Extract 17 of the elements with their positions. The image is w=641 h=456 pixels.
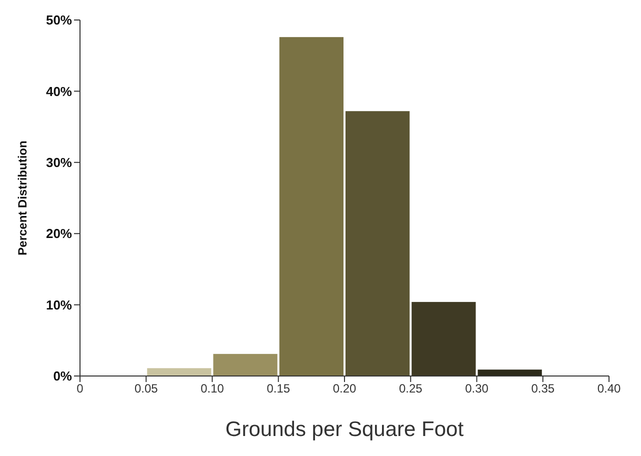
- x-tick-label: 0.35: [531, 382, 555, 396]
- x-axis-title: Grounds per Square Foot: [225, 418, 464, 441]
- x-tick-label: 0.20: [332, 382, 356, 396]
- x-tick-label: 0.25: [398, 382, 423, 396]
- y-tick-label: 30%: [46, 155, 72, 170]
- y-axis-title: Percent Distribution: [15, 140, 30, 256]
- y-tick-label: 0%: [53, 368, 72, 384]
- x-tick-label: 0: [76, 382, 84, 396]
- x-tick-label: 0.30: [465, 382, 489, 396]
- x-tick-label: 0.40: [597, 382, 621, 396]
- y-tick-label: 40%: [46, 84, 72, 99]
- y-tick-label: 10%: [46, 297, 72, 312]
- x-tick-label: 0.05: [134, 382, 158, 396]
- y-tick-label: 50%: [46, 12, 72, 28]
- x-tick-label: 0.10: [200, 382, 224, 396]
- x-tick-label: 0.15: [266, 382, 290, 396]
- y-tick-label: 20%: [46, 226, 72, 242]
